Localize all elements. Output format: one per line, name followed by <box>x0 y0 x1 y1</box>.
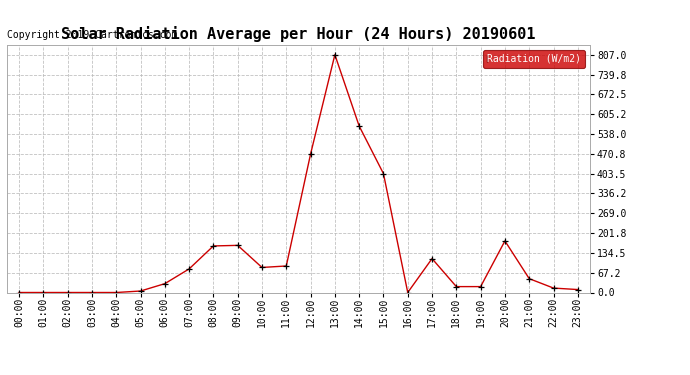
Legend: Radiation (W/m2): Radiation (W/m2) <box>483 50 585 68</box>
Text: Copyright 2019 Cartronics.com: Copyright 2019 Cartronics.com <box>7 30 177 40</box>
Title: Solar Radiation Average per Hour (24 Hours) 20190601: Solar Radiation Average per Hour (24 Hou… <box>61 27 535 42</box>
